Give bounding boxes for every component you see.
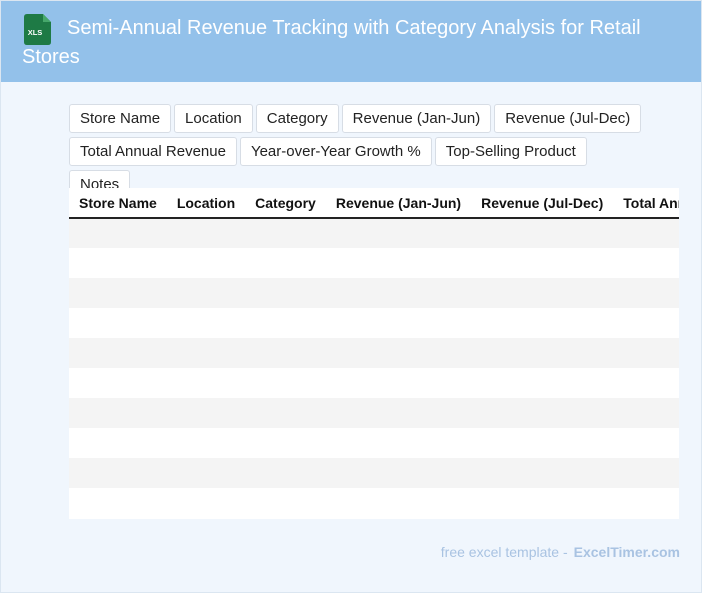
- field-chip[interactable]: Total Annual Revenue: [69, 137, 237, 166]
- table-cell[interactable]: [69, 248, 167, 278]
- table-row: [69, 458, 679, 488]
- table-row: [69, 278, 679, 308]
- table-cell[interactable]: [613, 218, 679, 248]
- table-cell[interactable]: [166, 218, 246, 248]
- table-cell[interactable]: [69, 488, 167, 518]
- table-cell[interactable]: [471, 398, 614, 428]
- table-row: [69, 428, 679, 458]
- page-title: Semi-Annual Revenue Tracking with Catego…: [22, 17, 641, 68]
- table-cell[interactable]: [166, 428, 246, 458]
- table-cell[interactable]: [245, 218, 326, 248]
- table-cell[interactable]: [613, 308, 679, 338]
- table-cell[interactable]: [69, 218, 167, 248]
- table-row: [69, 248, 679, 278]
- field-chip[interactable]: Location: [174, 104, 253, 133]
- table-cell[interactable]: [613, 398, 679, 428]
- table-cell[interactable]: [245, 398, 326, 428]
- table-cell[interactable]: [613, 248, 679, 278]
- table-cell[interactable]: [245, 278, 326, 308]
- table-cell[interactable]: [325, 248, 472, 278]
- table-cell[interactable]: [166, 308, 246, 338]
- table-cell[interactable]: [166, 488, 246, 518]
- table-cell[interactable]: [471, 428, 614, 458]
- column-header[interactable]: Revenue (Jan-Jun): [325, 188, 472, 219]
- table-cell[interactable]: [166, 338, 246, 368]
- table-cell[interactable]: [471, 278, 614, 308]
- data-table: Store Name Location Category Revenue (Jan-J…: [69, 188, 679, 518]
- table-cell[interactable]: [69, 458, 167, 488]
- table-cell[interactable]: [325, 218, 472, 248]
- table-row: [69, 308, 679, 338]
- table-cell[interactable]: [69, 368, 167, 398]
- column-header[interactable]: Location: [166, 188, 246, 219]
- table-cell[interactable]: [245, 458, 326, 488]
- field-chip[interactable]: Revenue (Jan-Jun): [341, 104, 492, 133]
- table-cell[interactable]: [325, 368, 472, 398]
- footer-brand-link[interactable]: ExcelTimer.com: [573, 544, 680, 560]
- table-cell[interactable]: [325, 338, 472, 368]
- table-cell[interactable]: [613, 368, 679, 398]
- table-cell[interactable]: [69, 278, 167, 308]
- table-header-row: Store Name Location Category Revenue (Jan-J…: [69, 188, 679, 219]
- footer-text: free excel template -: [440, 544, 568, 560]
- field-chip[interactable]: Revenue (Jul-Dec): [494, 104, 642, 133]
- table-cell[interactable]: [69, 428, 167, 458]
- table-cell[interactable]: [166, 458, 246, 488]
- table-row: [69, 218, 679, 248]
- table-cell[interactable]: [245, 428, 326, 458]
- table-cell[interactable]: [471, 368, 614, 398]
- field-chip[interactable]: Store Name: [69, 104, 172, 133]
- table-cell[interactable]: [166, 398, 246, 428]
- table-row: [69, 488, 679, 518]
- table-cell[interactable]: [325, 308, 472, 338]
- table-cell[interactable]: [166, 368, 246, 398]
- field-chip[interactable]: Top-Selling Product: [434, 137, 587, 166]
- field-chip[interactable]: Category: [255, 104, 339, 133]
- table-cell[interactable]: [325, 398, 472, 428]
- table-cell[interactable]: [471, 458, 614, 488]
- column-header[interactable]: Category: [245, 188, 326, 219]
- field-chip[interactable]: Year-over-Year Growth %: [239, 137, 432, 166]
- table-cell[interactable]: [245, 368, 326, 398]
- table-cell[interactable]: [245, 488, 326, 518]
- page-header: XLS Semi-Annual Revenue Tracking with Ca…: [1, 1, 701, 82]
- table-cell[interactable]: [69, 338, 167, 368]
- table-row: [69, 398, 679, 428]
- table-cell[interactable]: [245, 338, 326, 368]
- table-cell[interactable]: [613, 488, 679, 518]
- table-cell[interactable]: [471, 338, 614, 368]
- table-cell[interactable]: [471, 488, 614, 518]
- table-cell[interactable]: [613, 428, 679, 458]
- table-cell[interactable]: [471, 248, 614, 278]
- table-cell[interactable]: [69, 398, 167, 428]
- table-cell[interactable]: [613, 338, 679, 368]
- table-cell[interactable]: [166, 278, 246, 308]
- table-cell[interactable]: [471, 218, 614, 248]
- column-header[interactable]: Store Name: [69, 188, 167, 219]
- table-cell[interactable]: [613, 458, 679, 488]
- table-row: [69, 368, 679, 398]
- column-header[interactable]: Total Annual Revenue: [613, 188, 679, 219]
- table-cell[interactable]: [325, 458, 472, 488]
- table-cell[interactable]: [245, 248, 326, 278]
- data-table-container[interactable]: Store Name Location Category Revenue (Jan-J…: [69, 188, 679, 519]
- footer-credit: free excel template - ExcelTimer.com: [441, 544, 680, 560]
- table-cell[interactable]: [325, 278, 472, 308]
- table-cell[interactable]: [325, 428, 472, 458]
- xls-file-icon: XLS: [24, 14, 51, 45]
- table-cell[interactable]: [613, 278, 679, 308]
- table-row: [69, 338, 679, 368]
- field-chip-list: Store Name Location Category Revenue (Jan-J…: [69, 104, 649, 199]
- column-header[interactable]: Revenue (Jul-Dec): [471, 188, 614, 219]
- xls-icon-label: XLS: [28, 28, 43, 37]
- table-cell[interactable]: [166, 248, 246, 278]
- table-cell[interactable]: [325, 488, 472, 518]
- table-cell[interactable]: [245, 308, 326, 338]
- table-cell[interactable]: [69, 308, 167, 338]
- table-cell[interactable]: [471, 308, 614, 338]
